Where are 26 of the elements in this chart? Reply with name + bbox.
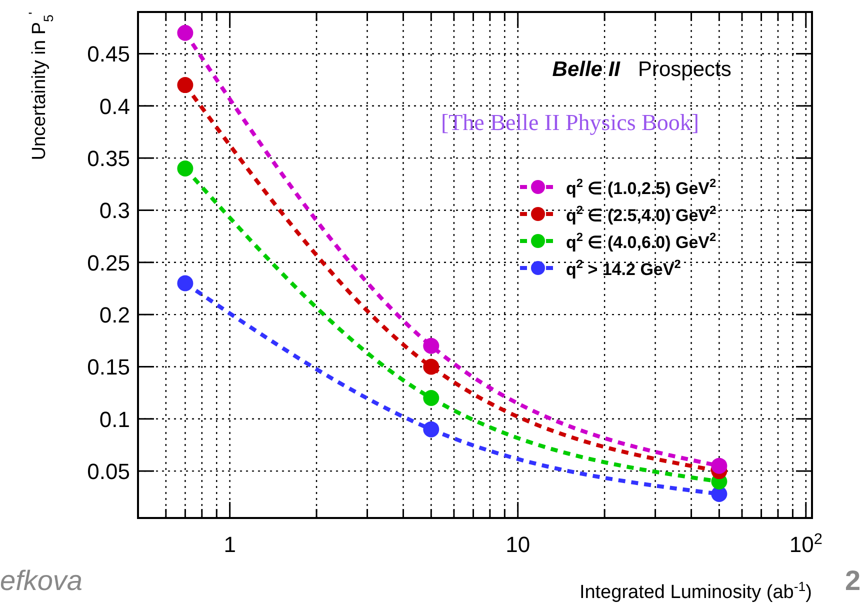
x-tick-label: 1 [224, 532, 236, 557]
x-tick-label: 10$^{2}$ [789, 530, 822, 557]
annotation: Belle II [552, 58, 622, 81]
y-tick-label: 0.4 [99, 94, 130, 119]
y-tick-label: 0.25 [87, 250, 130, 276]
y-tick-label: 0.3 [99, 198, 130, 224]
annotation: [The Belle II Physics Book] [440, 110, 700, 135]
y-tick-label: 0.15 [87, 354, 130, 380]
legend-label: q$^{2}$ ∈ (1.0,2.5) GeV$^{2}$ [566, 176, 717, 198]
point [177, 160, 194, 176]
legend-label: q$^{2}$ ∈ (4.0,6.0) GeV$^{2}$ [566, 230, 717, 252]
text: efkova [0, 565, 82, 596]
point [177, 275, 194, 292]
point [177, 77, 194, 94]
annotation: Prospects [638, 58, 732, 81]
x-tick-label: 10 [506, 532, 530, 557]
x-axis-title: Integrated Luminosity (ab$^{-1}$) [579, 578, 812, 603]
y-tick-label: 0.05 [87, 459, 130, 484]
y-tick-label: 0.35 [87, 146, 130, 172]
y-tick-label: 0.45 [87, 42, 130, 67]
point [711, 458, 728, 474]
point [177, 24, 194, 41]
legend-label: q$^{2}$ ∈ (2.5,4.0) GeV$^{2}$ [566, 203, 717, 225]
y-tick-label: 0.1 [99, 406, 130, 432]
y-tick-label: 0.2 [99, 302, 130, 328]
text: 2 [845, 565, 861, 596]
